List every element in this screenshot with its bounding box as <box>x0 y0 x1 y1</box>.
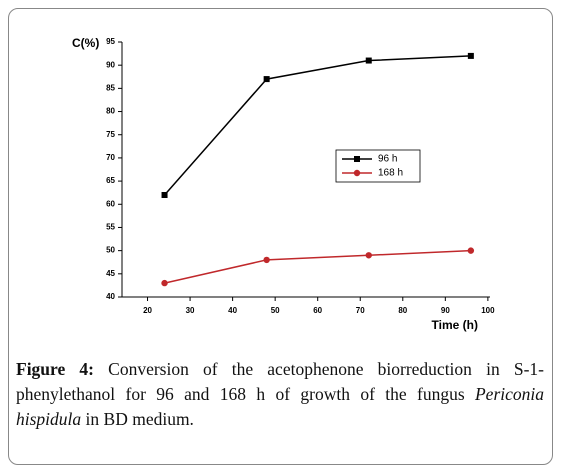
y-tick-label: 60 <box>106 199 115 208</box>
caption-species: Periconia hispidula <box>16 384 544 429</box>
y-tick-label: 70 <box>106 153 115 162</box>
x-tick-label: 20 <box>143 306 152 315</box>
y-tick-label: 95 <box>106 37 115 46</box>
y-axis-label: C(%) <box>72 36 99 50</box>
caption-text: in BD medium. <box>81 409 194 429</box>
series-line <box>164 249 471 284</box>
data-point <box>467 247 475 254</box>
legend-marker <box>353 169 361 177</box>
x-tick-label: 40 <box>228 306 237 315</box>
y-tick-label: 80 <box>106 107 115 116</box>
y-tick-label: 50 <box>106 246 115 255</box>
legend-label: 96 h <box>378 154 397 165</box>
legend-label: 168 h <box>378 168 403 179</box>
y-tick-label: 85 <box>106 83 115 92</box>
x-axis-label: Time (h) <box>432 318 478 332</box>
x-tick-label: 90 <box>441 306 450 315</box>
data-point <box>263 76 270 83</box>
data-point <box>161 192 168 198</box>
x-tick-label: 70 <box>356 306 365 315</box>
y-tick-label: 55 <box>106 223 115 232</box>
figure-frame <box>8 8 553 465</box>
y-tick-label: 90 <box>106 60 115 69</box>
y-tick-label: 45 <box>106 269 115 278</box>
chart: C(%) Time (h) 40 45 50 55 60 65 70 75 80 85 90 95 20… <box>72 36 495 332</box>
y-tick-label: 75 <box>106 130 115 139</box>
data-point <box>365 252 372 259</box>
x-tick-label: 100 <box>481 306 495 315</box>
caption-text: Conversion of the acetophenone biorreduc… <box>16 359 544 404</box>
y-tick-label: 65 <box>106 176 115 185</box>
x-tick-label: 60 <box>313 306 322 315</box>
caption: Figure 4: Conversion of the acetophenone… <box>16 357 544 432</box>
legend-box <box>335 149 421 183</box>
series-line <box>163 55 471 196</box>
data-point <box>365 57 372 64</box>
data-point <box>467 52 474 59</box>
x-tick-label: 30 <box>186 306 195 315</box>
y-tick-label: 40 <box>106 292 115 301</box>
data-point <box>263 256 270 264</box>
x-tick-label: 80 <box>398 306 407 315</box>
x-tick-label: 50 <box>271 306 280 315</box>
legend-marker <box>354 156 360 162</box>
data-point <box>161 279 168 287</box>
caption-label: Figure 4: <box>16 359 94 379</box>
